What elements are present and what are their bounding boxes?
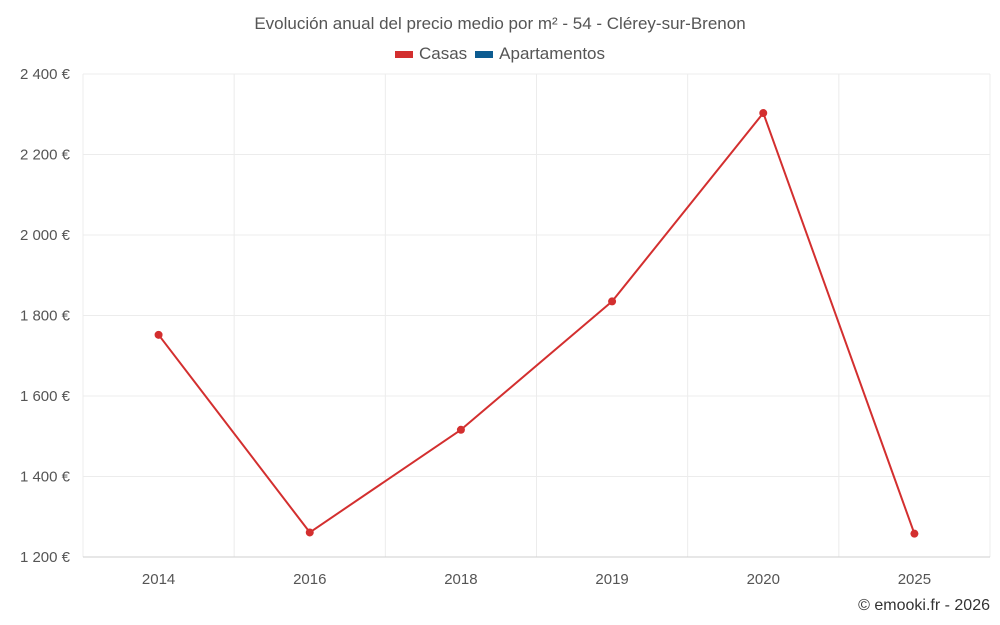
legend-item-casas[interactable]: Casas (394, 44, 468, 64)
data-point-casas (305, 528, 314, 537)
y-tick-label: 2 000 € (20, 227, 71, 244)
x-tick-label: 2018 (444, 571, 477, 588)
chart-title: Evolución anual del precio medio por m² … (254, 14, 746, 33)
y-tick-label: 2 200 € (20, 147, 71, 164)
y-tick-label: 1 200 € (20, 549, 71, 566)
data-point-casas (154, 330, 163, 339)
y-tick-label: 1 400 € (20, 469, 71, 486)
x-tick-label: 2016 (293, 571, 326, 588)
x-tick-label: 2025 (898, 571, 931, 588)
data-point-casas (910, 529, 919, 538)
x-axis-ticks: 2014 2016 2018 2019 2020 2025 (142, 571, 931, 588)
y-tick-label: 2 400 € (20, 66, 71, 83)
x-tick-label: 2020 (747, 571, 780, 588)
y-axis-ticks: 1 200 € 1 400 € 1 600 € 1 800 € 2 000 € 2 200… (20, 66, 71, 566)
legend-swatch-apartamentos (475, 50, 494, 58)
legend-item-apartamentos[interactable]: Apartamentos (475, 44, 605, 64)
data-point-casas (456, 425, 465, 434)
legend-label-apartamentos: Apartamentos (499, 44, 606, 63)
series-layer (154, 109, 919, 538)
series-line-casas (157, 112, 916, 535)
x-tick-label: 2019 (595, 571, 628, 588)
data-point-casas (608, 297, 617, 306)
data-point-casas (759, 109, 768, 118)
x-tick-label: 2014 (142, 571, 175, 588)
legend-label-casas: Casas (418, 44, 468, 63)
legend: Casas Apartamentos (0, 44, 1000, 64)
grid (82, 73, 991, 557)
legend-swatch-casas (394, 50, 413, 58)
y-tick-label: 1 600 € (20, 388, 71, 405)
credit-text: © emooki.fr - 2026 (858, 597, 990, 614)
y-tick-label: 1 800 € (20, 308, 71, 325)
